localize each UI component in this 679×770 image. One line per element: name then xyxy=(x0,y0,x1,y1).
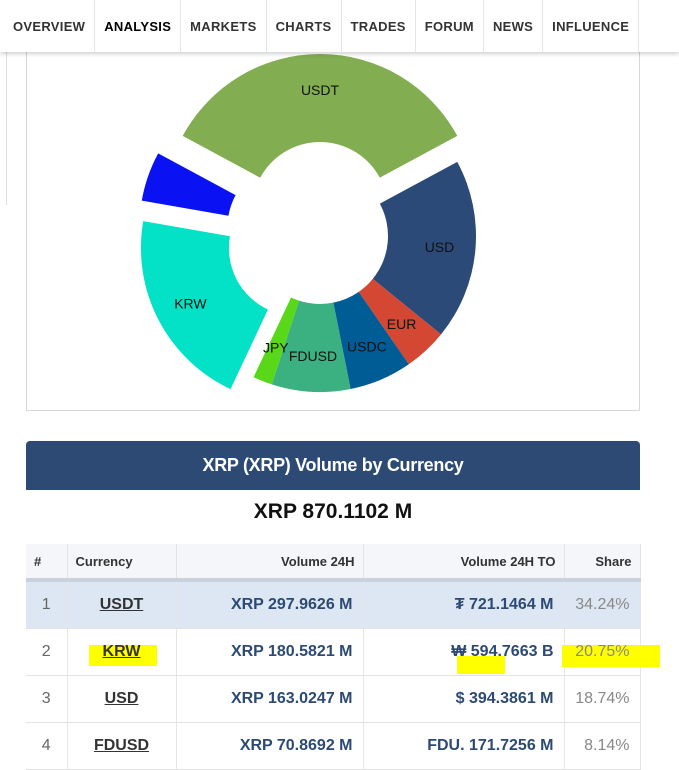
header-volume[interactable]: Volume 24H xyxy=(176,544,364,582)
nav-influence[interactable]: INFLUENCE xyxy=(543,0,640,52)
nav-markets[interactable]: MARKETS xyxy=(181,0,267,52)
donut-slice-other[interactable] xyxy=(141,153,236,216)
donut-slice-fdusd[interactable] xyxy=(271,300,351,392)
header-currency[interactable]: Currency xyxy=(67,544,177,582)
row-volume-to: ₩ 594.7663 B xyxy=(363,628,565,676)
header-volume-to[interactable]: Volume 24H TO xyxy=(363,544,565,582)
total-volume: XRP 870.1102 M xyxy=(253,500,413,523)
row-share: 18.74% xyxy=(564,675,641,723)
donut-slice-jpy[interactable] xyxy=(253,297,299,385)
table-row: 2 KRW XRP 180.5821 M ₩ 594.7663 B 20.75% xyxy=(26,628,641,676)
row-volume-to: FDU. 171.7256 M xyxy=(363,722,565,770)
slice-label: FDUSD xyxy=(289,348,337,364)
slice-label: EUR xyxy=(387,316,417,332)
top-nav: OVERVIEW ANALYSIS MARKETS CHARTS TRADES … xyxy=(0,0,679,52)
table-row: 3 USD XRP 163.0247 M $ 394.3861 M 18.74% xyxy=(26,675,641,723)
nav-trades[interactable]: TRADES xyxy=(342,0,416,52)
nav-forum[interactable]: FORUM xyxy=(416,0,484,52)
nav-analysis[interactable]: ANALYSIS xyxy=(95,0,182,52)
nav-overview[interactable]: OVERVIEW xyxy=(0,0,96,52)
donut-slice-krw[interactable] xyxy=(140,221,268,390)
header-share[interactable]: Share xyxy=(564,544,641,582)
row-rank: 1 xyxy=(26,580,68,629)
currency-link[interactable]: FDUSD xyxy=(67,722,177,770)
row-share: 8.14% xyxy=(564,722,641,770)
row-volume: XRP 297.9626 M xyxy=(176,580,364,629)
slice-label: USDC xyxy=(347,338,387,354)
currency-link[interactable]: USDT xyxy=(67,580,177,629)
panel-header: XRP (XRP) Volume by Currency xyxy=(26,441,640,490)
row-volume: XRP 70.8692 M xyxy=(176,722,364,770)
row-volume: XRP 180.5821 M xyxy=(176,628,364,676)
row-volume: XRP 163.0247 M xyxy=(176,675,364,723)
donut-slice-usdc[interactable] xyxy=(333,291,409,389)
currency-link[interactable]: KRW xyxy=(67,628,177,676)
volume-table: # Currency Volume 24H Volume 24H TO Shar… xyxy=(26,544,641,770)
table-row: 4 FDUSD XRP 70.8692 M FDU. 171.7256 M 8.… xyxy=(26,722,641,770)
row-rank: 3 xyxy=(26,675,68,723)
donut-slice-usdt[interactable] xyxy=(182,53,458,178)
nav-news[interactable]: NEWS xyxy=(484,0,544,52)
slice-label: USD xyxy=(425,239,455,255)
sidebar-edge xyxy=(0,40,7,205)
row-share: 20.75% xyxy=(564,628,641,676)
row-rank: 2 xyxy=(26,628,68,676)
donut-slice-usd[interactable] xyxy=(372,161,476,335)
currency-link[interactable]: USD xyxy=(67,675,177,723)
row-volume-to: $ 394.3861 M xyxy=(363,675,565,723)
table-row: 1 USDT XRP 297.9626 M ₮ 721.1464 M 34.24… xyxy=(26,580,641,629)
slice-label: JPY xyxy=(263,340,289,356)
slice-label: KRW xyxy=(174,295,207,311)
header-rank[interactable]: # xyxy=(26,544,68,582)
donut-slice-eur[interactable] xyxy=(358,278,442,365)
nav-charts[interactable]: CHARTS xyxy=(267,0,342,52)
table-header-row: # Currency Volume 24H Volume 24H TO Shar… xyxy=(26,544,641,582)
row-rank: 4 xyxy=(26,722,68,770)
row-volume-to: ₮ 721.1464 M xyxy=(363,580,565,629)
slice-label: USDT xyxy=(301,82,340,98)
row-share: 34.24% xyxy=(564,580,641,629)
panel-title: XRP (XRP) Volume by Currency xyxy=(202,455,464,475)
